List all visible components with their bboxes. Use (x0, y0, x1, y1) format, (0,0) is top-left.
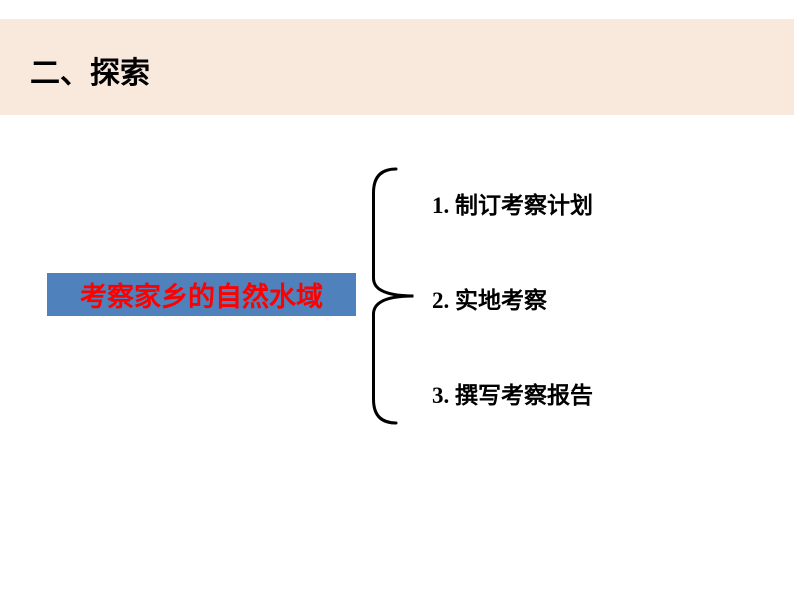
main-topic-box: 考察家乡的自然水域 (47, 273, 356, 316)
list-item-text: 1. 制订考察计划 (432, 193, 593, 218)
curly-brace (366, 167, 416, 425)
list-item: 3. 撰写考察报告 (432, 376, 593, 410)
list-item: 1. 制订考察计划 (432, 186, 593, 220)
list-item-text: 3. 撰写考察报告 (432, 383, 593, 408)
main-topic-text: 考察家乡的自然水域 (80, 275, 323, 314)
list-item: 2. 实地考察 (432, 281, 547, 315)
page-title: 二、探索 (30, 48, 150, 92)
list-item-text: 2. 实地考察 (432, 288, 547, 313)
